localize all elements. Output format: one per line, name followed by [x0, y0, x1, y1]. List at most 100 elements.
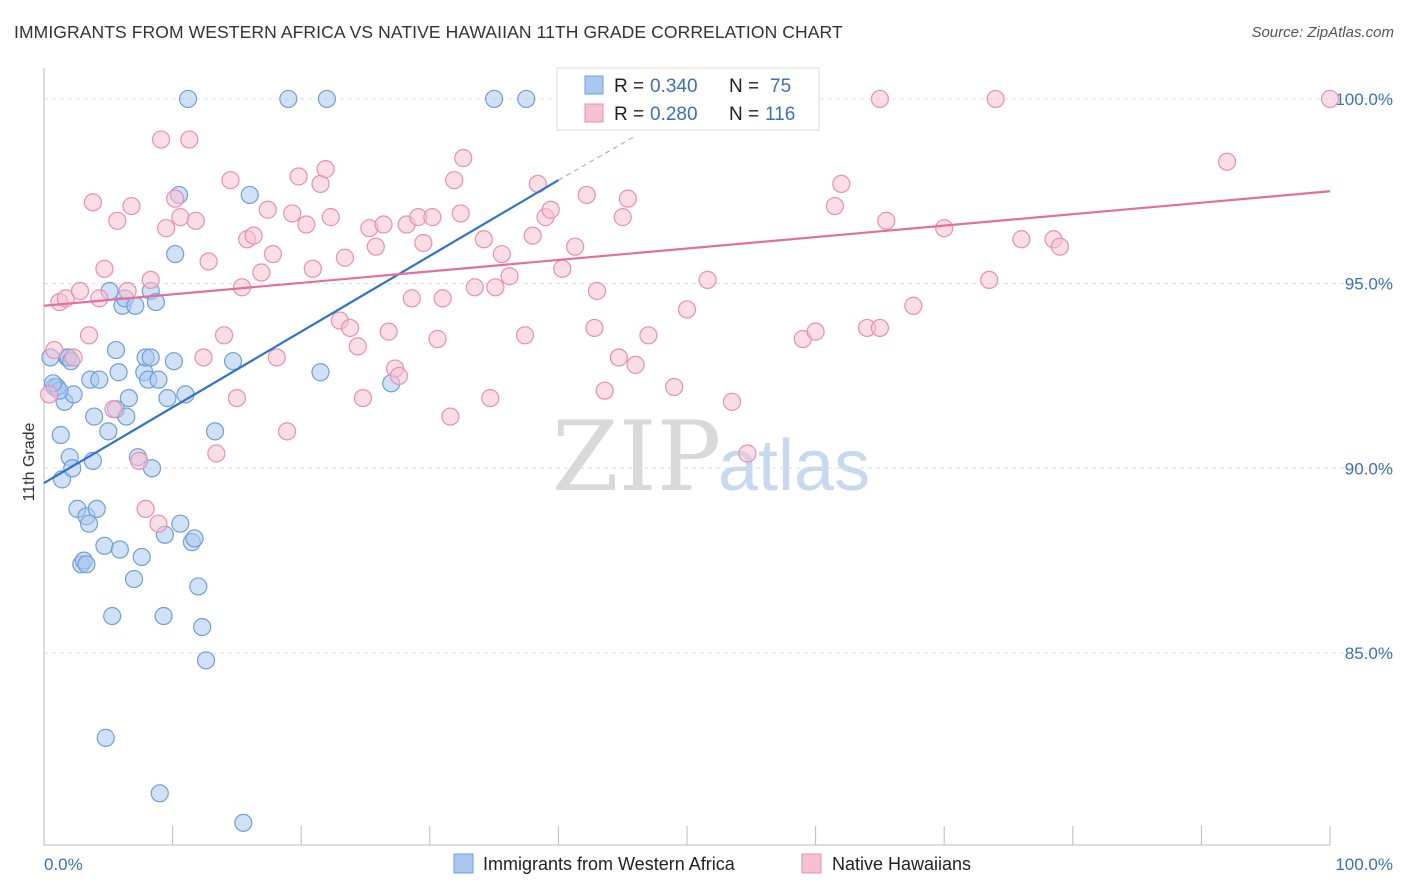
point-native-hawaiian: [141, 270, 160, 290]
point-native-hawaiian: [130, 451, 149, 470]
legend-r-label-2: R =: [614, 104, 644, 125]
legend-r-value-2: 0.280: [650, 104, 698, 125]
point-native-hawaiian: [166, 189, 185, 208]
point-native-hawaiian: [379, 322, 398, 341]
point-native-hawaiian: [258, 200, 277, 219]
point-western-africa: [205, 422, 225, 441]
watermark: ZIP atlas: [552, 401, 870, 513]
point-western-africa: [85, 407, 104, 426]
point-native-hawaiian: [613, 208, 632, 227]
point-native-hawaiian: [553, 259, 572, 278]
trend-line-native-hawaiian: [43, 190, 1331, 307]
point-native-hawaiian: [389, 366, 409, 386]
point-native-hawaiian: [321, 208, 340, 227]
point-native-hawaiian: [199, 252, 218, 271]
y-tick-label: 100.0%: [1335, 90, 1393, 109]
point-western-africa: [158, 388, 177, 408]
stats-legend: R = 0.340 N = 75 R = 0.280 N = 116: [556, 67, 820, 131]
y-tick-label: 90.0%: [1345, 459, 1393, 478]
point-native-hawaiian: [283, 204, 302, 223]
point-native-hawaiian: [1320, 89, 1340, 109]
point-western-africa: [311, 363, 330, 382]
point-native-hawaiian: [986, 89, 1005, 109]
point-native-hawaiian: [348, 337, 367, 356]
point-western-africa: [240, 185, 259, 205]
watermark-atlas: atlas: [718, 426, 870, 506]
point-native-hawaiian: [108, 211, 127, 230]
point-native-hawaiian: [698, 270, 717, 290]
point-native-hawaiian: [244, 226, 263, 245]
point-western-africa: [77, 555, 96, 574]
point-native-hawaiian: [316, 160, 335, 179]
point-native-hawaiian: [609, 348, 628, 367]
point-western-africa: [109, 363, 128, 382]
point-native-hawaiian: [263, 244, 283, 264]
series-legend: Immigrants from Western Africa Native Ha…: [453, 853, 971, 874]
trend-lines: [43, 135, 1331, 484]
point-native-hawaiian: [515, 326, 535, 345]
point-western-africa: [87, 499, 106, 519]
point-western-africa: [171, 514, 190, 533]
point-western-africa: [223, 352, 243, 371]
point-western-africa: [119, 388, 138, 408]
point-native-hawaiian: [825, 196, 844, 216]
series-legend-swatch-pink: [801, 853, 822, 874]
point-native-hawaiian: [186, 211, 205, 230]
point-western-africa: [150, 784, 169, 803]
point-western-africa: [103, 606, 122, 626]
point-western-africa: [51, 425, 70, 445]
point-western-africa: [193, 617, 212, 637]
point-native-hawaiian: [1050, 237, 1070, 256]
point-native-hawaiian: [722, 392, 742, 411]
legend-r-label-1: R =: [614, 76, 644, 97]
point-native-hawaiian: [366, 237, 385, 256]
point-native-hawaiian: [340, 318, 360, 338]
point-native-hawaiian: [585, 318, 604, 338]
point-native-hawaiian: [445, 171, 464, 190]
x-tick-label: 100.0%: [1335, 855, 1393, 874]
point-native-hawaiian: [904, 296, 923, 315]
point-western-africa: [185, 529, 204, 548]
point-native-hawaiian: [500, 267, 519, 286]
point-native-hawaiian: [252, 263, 271, 282]
point-native-hawaiian: [639, 326, 658, 345]
point-native-hawaiian: [157, 219, 176, 238]
point-western-africa: [178, 89, 198, 109]
point-western-africa: [110, 540, 129, 559]
legend-r-value-1: 0.340: [650, 76, 698, 97]
point-western-africa: [124, 569, 144, 589]
point-native-hawaiian: [935, 219, 954, 238]
point-western-africa: [189, 577, 208, 596]
point-western-africa: [90, 370, 109, 389]
point-native-hawaiian: [577, 185, 596, 205]
point-native-hawaiian: [1218, 152, 1237, 171]
point-western-africa: [234, 813, 253, 832]
point-native-hawaiian: [402, 289, 421, 308]
point-native-hawaiian: [454, 148, 473, 168]
point-native-hawaiian: [451, 204, 470, 223]
legend-n-value-2: 116: [765, 104, 795, 125]
point-native-hawaiian: [677, 300, 697, 319]
point-native-hawaiian: [877, 211, 896, 230]
point-native-hawaiian: [353, 388, 373, 408]
legend-n-value-1: 75: [770, 76, 791, 97]
point-native-hawaiian: [40, 385, 59, 404]
point-native-hawaiian: [70, 281, 90, 301]
y-tick-label: 85.0%: [1345, 644, 1393, 663]
legend-n-label-2: N =: [729, 104, 759, 125]
point-native-hawaiian: [738, 444, 757, 463]
point-native-hawaiian: [832, 174, 851, 193]
x-tick-label: 0.0%: [44, 855, 83, 874]
series-legend-label-1: Immigrants from Western Africa: [483, 854, 736, 874]
point-native-hawaiian: [870, 89, 890, 109]
y-axis-title: 11th Grade: [21, 422, 38, 501]
point-native-hawaiian: [474, 230, 493, 249]
point-native-hawaiian: [626, 355, 645, 374]
point-native-hawaiian: [214, 326, 234, 345]
point-native-hawaiian: [433, 289, 452, 308]
point-native-hawaiian: [180, 130, 199, 149]
point-western-africa: [196, 651, 216, 670]
chart-title: IMMIGRANTS FROM WESTERN AFRICA VS NATIVE…: [14, 22, 843, 42]
point-native-hawaiian: [64, 348, 83, 367]
